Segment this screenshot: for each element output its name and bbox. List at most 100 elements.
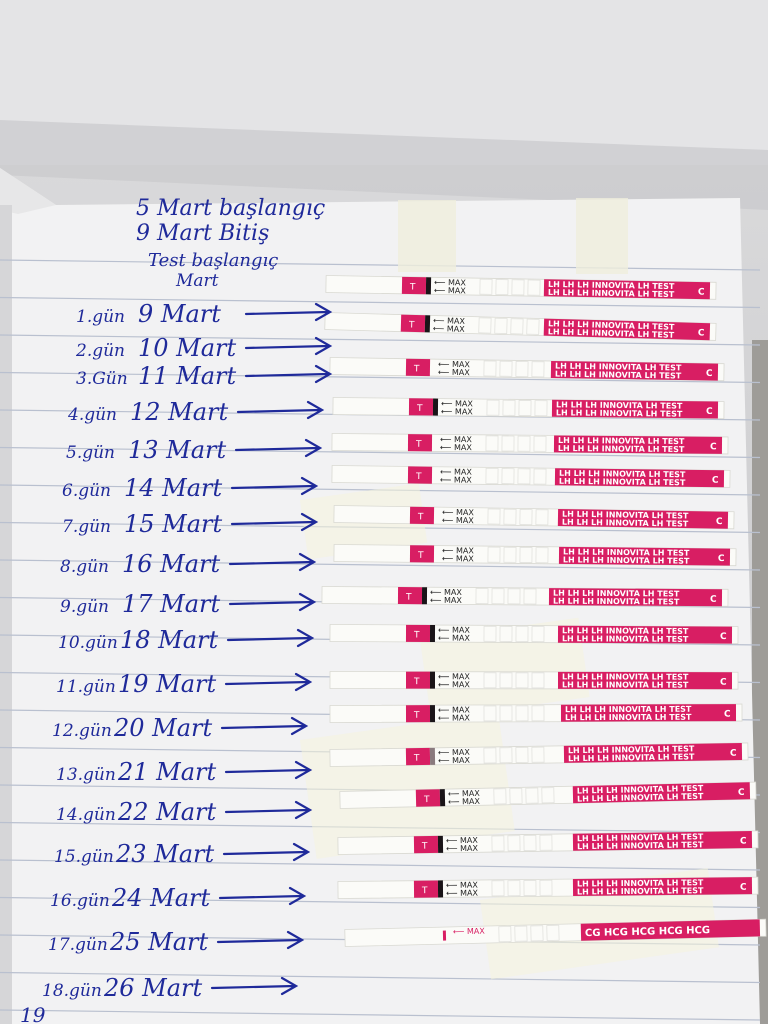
strip-box <box>509 787 523 805</box>
arrow-icon <box>228 552 317 572</box>
strip-t-label: T <box>413 677 420 687</box>
arrow-icon <box>226 628 315 648</box>
strip-brand-text: LH LH LH INNOVITA LH TEST <box>565 713 692 722</box>
strip-brand-text: LH LH LH INNOVITA LH TEST <box>563 547 690 557</box>
strip-box <box>541 787 555 804</box>
strip-box <box>510 318 524 335</box>
strip-t-label: T <box>405 593 412 603</box>
max-arrow-label: ⟵ MAX <box>433 316 466 326</box>
arrow-icon <box>228 592 317 612</box>
strip-brand-text: LH LH LH INNOVITA LH TEST <box>577 878 704 888</box>
date-label: 21 Mart <box>117 758 217 786</box>
strip-box <box>495 279 509 296</box>
max-arrow-label: ⟵ MAX <box>438 626 470 635</box>
lh-result-line <box>432 398 439 416</box>
lh-result-line <box>437 880 444 898</box>
strip-box <box>526 318 540 335</box>
max-arrow-label: ⟵ MAX <box>441 399 473 408</box>
day-label: 9.gün <box>60 597 109 617</box>
max-arrow-label: ⟵ MAX <box>446 844 479 854</box>
strip-box <box>479 278 493 295</box>
strip-box <box>483 705 497 722</box>
strip-t-block <box>407 434 433 452</box>
tape-piece <box>420 617 590 720</box>
max-arrow-label: ⟵ MAX <box>433 324 466 334</box>
max-arrow-label: ⟵ MAX <box>448 797 481 807</box>
strip-c-label: C <box>724 710 731 720</box>
strip-box <box>502 399 516 416</box>
ruled-lines <box>0 198 761 1021</box>
date-label: 18 Mart <box>120 626 219 654</box>
lh-result-line <box>424 315 431 333</box>
ruled-line <box>0 1009 761 1021</box>
strip-c-label: C <box>712 476 719 486</box>
strip-label-band <box>557 509 729 529</box>
strip-t-block <box>415 789 441 807</box>
arrow-icon <box>220 716 309 736</box>
strip-box <box>515 361 529 378</box>
strip-t-block <box>397 587 423 605</box>
lh-result-line <box>425 277 432 295</box>
strip-box <box>533 435 547 452</box>
max-arrow-label: ⟵ MAX <box>453 927 486 937</box>
arrow-icon <box>216 930 305 950</box>
strip-box <box>539 879 553 896</box>
strip-t-block <box>405 624 431 643</box>
strip-box <box>485 435 499 452</box>
strip-box <box>514 925 528 942</box>
strip-brand-text: LH LH LH INNOVITA LH TEST <box>562 626 689 636</box>
strip-t-label: T <box>408 320 415 330</box>
ruled-line <box>0 971 761 984</box>
strip-t-block <box>413 880 439 898</box>
day-label: 15.gün <box>54 847 114 867</box>
strip-box <box>501 435 515 452</box>
strip-c-label: C <box>706 407 713 417</box>
strip-box <box>531 672 545 689</box>
strip-box <box>486 399 500 416</box>
date-label: 17 Mart <box>122 590 221 618</box>
max-arrow-label: ⟵ MAX <box>438 634 470 643</box>
strip-brand-text: LH LH LH INNOVITA LH TEST <box>548 319 675 332</box>
arrow-icon <box>224 672 313 692</box>
strip-box <box>518 400 532 416</box>
arrow-icon <box>224 800 313 820</box>
max-arrow-label: ⟵ MAX <box>442 546 474 555</box>
date-label: 22 Mart <box>117 798 217 826</box>
date-label: 26 Mart <box>103 974 203 1002</box>
day-label: 11.gün <box>56 677 116 697</box>
max-arrow-label: ⟵ MAX <box>434 278 467 288</box>
strip-label-band <box>557 625 733 644</box>
strip-brand-text: LH LH LH INNOVITA LH TEST <box>558 444 685 454</box>
ruled-line <box>0 859 761 871</box>
strip-brand-text: LH LH LH INNOVITA LH TEST <box>559 469 686 480</box>
strip-c-label: C <box>718 554 725 564</box>
strip-label-band <box>551 399 719 419</box>
test-strip: ⟵ MAX CG HCG HCG HCG HCG <box>344 918 767 947</box>
strip-t-block <box>405 705 431 723</box>
lh-result-line <box>429 671 436 689</box>
strip-t-label: T <box>413 364 420 374</box>
strip-c-label: C <box>710 595 717 605</box>
strip-brand-text: LH LH LH INNOVITA LH TEST <box>577 832 704 843</box>
page-shadow <box>0 120 768 210</box>
day-label: 13.gün <box>56 765 116 785</box>
strip-box <box>487 546 501 563</box>
strip-t-block <box>413 835 439 854</box>
strip-box <box>499 705 513 722</box>
date-label: 15 Mart <box>124 510 223 538</box>
header-line-2: 9 Mart Bitiş <box>136 221 269 246</box>
arrow-icon <box>234 438 323 458</box>
strip-brand-text: LH LH LH INNOVITA LH TEST <box>548 288 675 299</box>
header-correction: Mart <box>175 271 219 291</box>
strip-box <box>507 835 521 852</box>
strip-box <box>519 509 533 526</box>
strip-t-block <box>405 747 431 766</box>
tape-top <box>398 200 456 272</box>
